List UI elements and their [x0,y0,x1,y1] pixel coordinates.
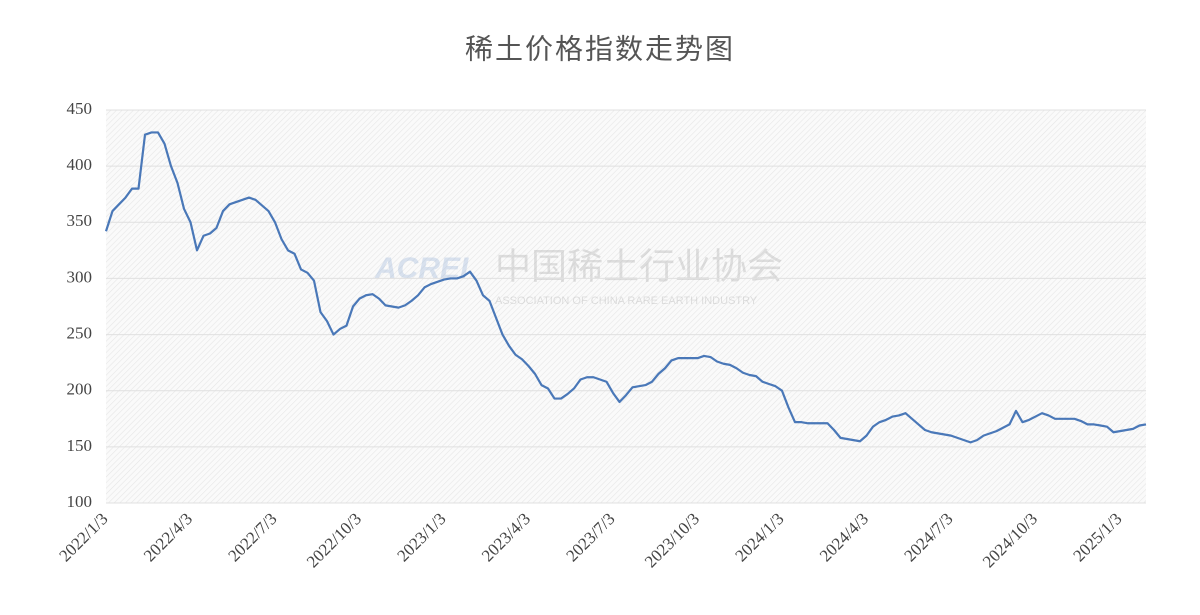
y-tick-label: 100 [67,492,93,511]
y-tick-label: 300 [67,267,93,286]
y-tick-label: 350 [67,211,93,230]
x-tick-label: 2024/7/3 [900,509,956,565]
x-tick-label: 2024/10/3 [979,509,1041,571]
watermark: ACREI 中国稀土行业协会 ASSOCIATION OF CHINA RARE… [374,246,783,307]
y-tick-label: 150 [67,436,93,455]
watermark-subtitle: ASSOCIATION OF CHINA RARE EARTH INDUSTRY [495,295,758,307]
x-tick-label: 2025/1/3 [1069,509,1125,565]
x-tick-label: 2024/1/3 [731,509,787,565]
x-tick-label: 2022/10/3 [303,509,365,571]
x-tick-label: 2022/4/3 [140,509,196,565]
y-tick-label: 400 [67,155,93,174]
watermark-logo: ACREI [374,252,469,285]
x-tick-label: 2022/1/3 [55,509,111,565]
y-tick-label: 250 [67,323,93,342]
x-tick-label: 2024/4/3 [816,509,872,565]
x-tick-label: 2023/10/3 [641,509,703,571]
chart-title: 稀土价格指数走势图 [465,33,735,65]
price-line [104,131,1147,444]
x-tick-label: 2023/4/3 [478,509,534,565]
plot-area [106,110,1146,503]
y-tick-label: 450 [67,99,93,118]
x-tick-label: 2023/7/3 [562,509,618,565]
x-tick-label: 2023/1/3 [393,509,449,565]
y-tick-label: 200 [67,380,93,399]
watermark-name: 中国稀土行业协会 [495,246,783,286]
x-tick-label: 2022/7/3 [224,509,280,565]
